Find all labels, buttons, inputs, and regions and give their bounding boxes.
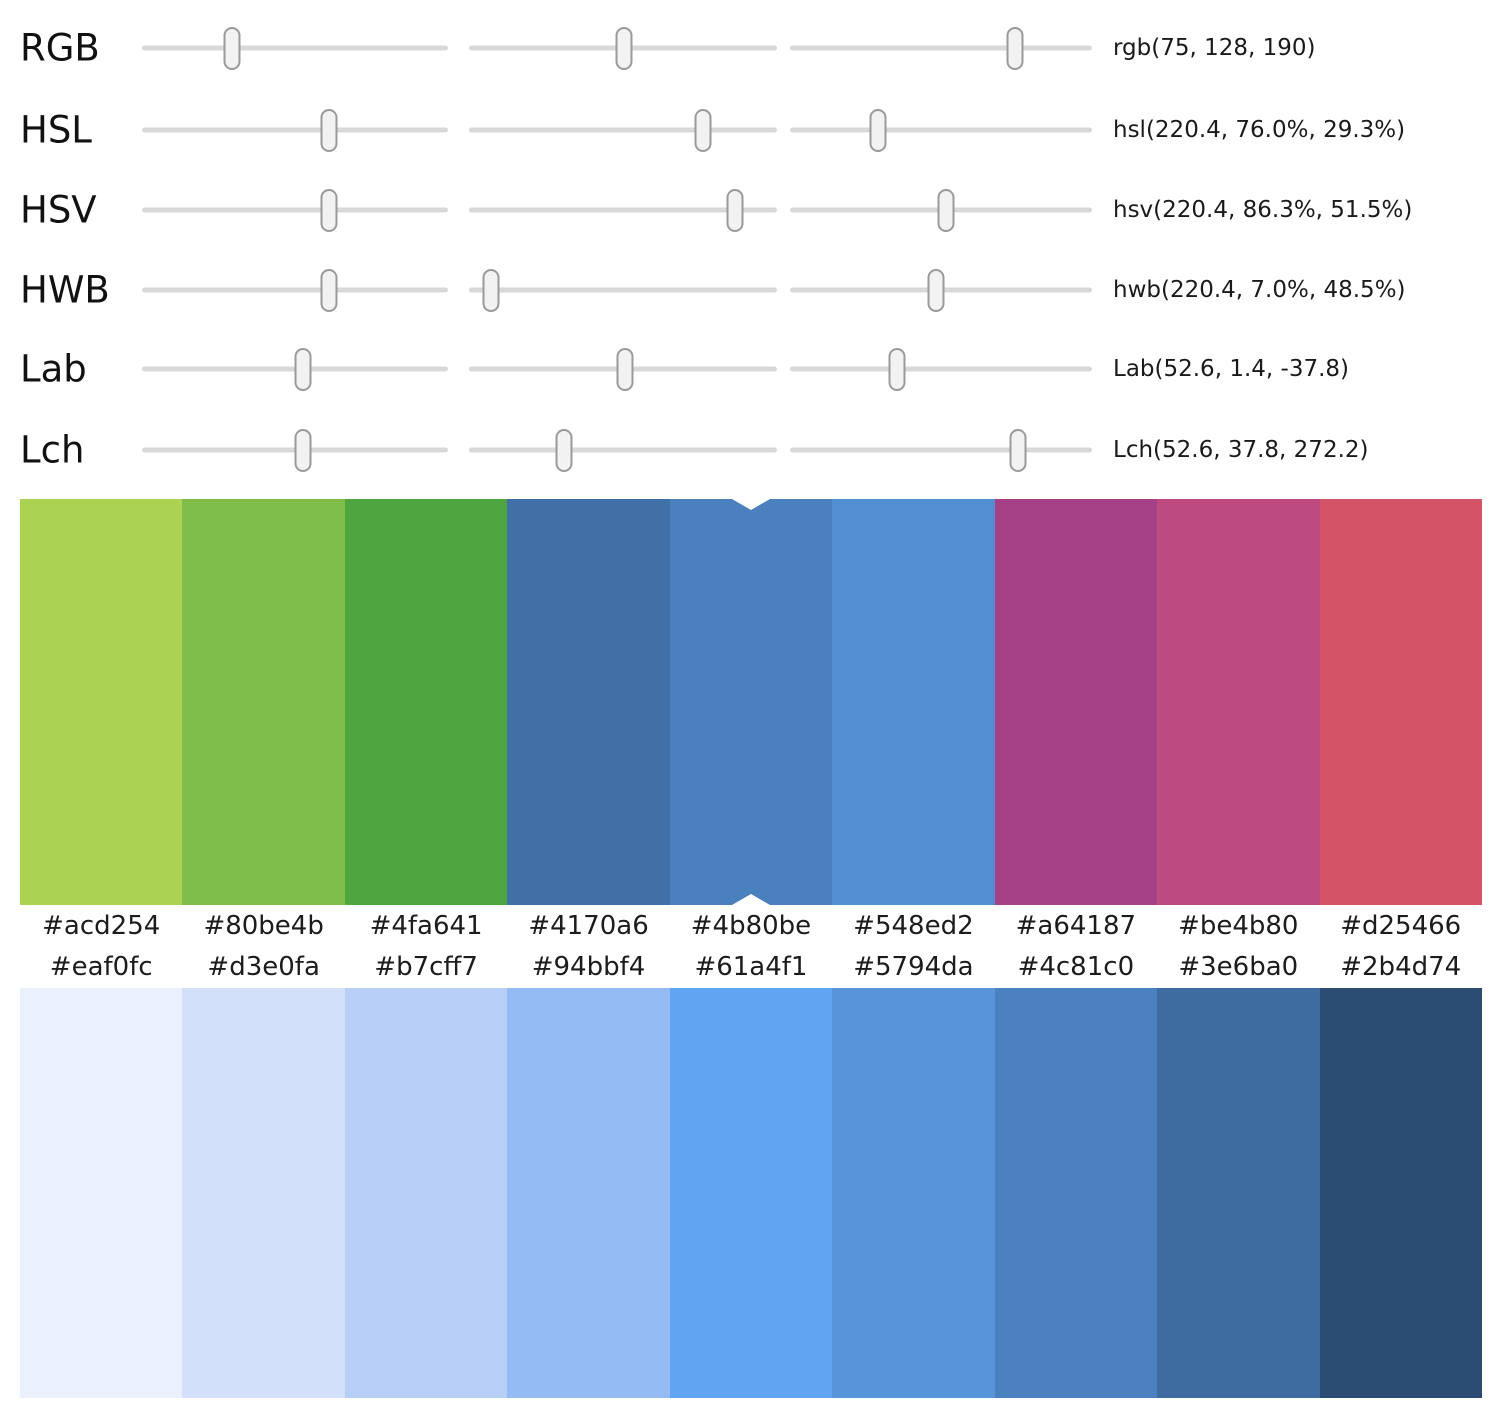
palette-swatch[interactable] — [832, 499, 995, 905]
palette-swatch[interactable] — [1319, 499, 1482, 905]
palette-swatch[interactable] — [507, 988, 670, 1398]
slider-thumb[interactable] — [1006, 26, 1024, 70]
colorspace-label: Lab — [20, 347, 87, 391]
slider-track-3[interactable] — [790, 188, 1092, 232]
slider-track-1[interactable] — [142, 347, 448, 391]
slider-thumb[interactable] — [694, 108, 712, 152]
slider-track-2[interactable] — [469, 26, 777, 70]
palette-swatch[interactable] — [20, 988, 183, 1398]
hex-code-label: #94bbf4 — [531, 952, 646, 982]
palette-swatch[interactable] — [20, 499, 183, 905]
slider-thumb[interactable] — [555, 428, 573, 472]
hex-code-label: #4b80be — [690, 911, 812, 941]
colorspace-label: HWB — [20, 268, 110, 312]
hex-code-label: #4fa641 — [369, 911, 483, 941]
slider-thumb[interactable] — [927, 268, 945, 312]
hex-code-label: #a64187 — [1015, 911, 1137, 941]
slider-track-2[interactable] — [469, 347, 777, 391]
color-value-label: Lch(52.6, 37.8, 272.2) — [1113, 437, 1369, 463]
slider-track-1[interactable] — [142, 428, 448, 472]
slider-track-3[interactable] — [790, 268, 1092, 312]
color-value-label: rgb(75, 128, 190) — [1113, 35, 1316, 61]
slider-track-2[interactable] — [469, 268, 777, 312]
slider-thumb[interactable] — [937, 188, 955, 232]
palette-swatch[interactable] — [182, 988, 345, 1398]
palette-swatch[interactable] — [669, 988, 833, 1398]
hex-code-label: #80be4b — [203, 911, 324, 941]
hex-code-label: #eaf0fc — [49, 952, 153, 982]
colorspace-label: Lch — [20, 428, 85, 472]
hex-code-label: #d3e0fa — [207, 952, 320, 982]
hex-code-label: #b7cff7 — [374, 952, 478, 982]
slider-thumb[interactable] — [1009, 428, 1027, 472]
hex-code-label: #5794da — [853, 952, 974, 982]
palette-swatch[interactable] — [832, 988, 995, 1398]
colorspace-label: RGB — [20, 26, 100, 70]
hex-code-label: #d25466 — [1340, 911, 1462, 941]
slider-track-1[interactable] — [142, 108, 448, 152]
palette-swatch[interactable] — [994, 499, 1158, 905]
slider-track-2[interactable] — [469, 188, 777, 232]
palette-swatch[interactable] — [1319, 988, 1482, 1398]
slider-thumb[interactable] — [320, 188, 338, 232]
colorspace-label: HSL — [20, 108, 92, 152]
hex-code-label: #4170a6 — [528, 911, 649, 941]
selected-color-notch-top-icon — [731, 499, 770, 510]
slider-thumb[interactable] — [223, 26, 241, 70]
palette-swatch[interactable] — [507, 499, 670, 905]
slider-row: HWB hwb(220.4, 7.0%, 48.5%) — [0, 250, 1501, 330]
slider-thumb[interactable] — [615, 26, 633, 70]
palette-swatch[interactable] — [1157, 499, 1320, 905]
palette-swatch[interactable] — [669, 499, 833, 905]
palette-swatch[interactable] — [1157, 988, 1320, 1398]
hue-palette — [20, 499, 1482, 905]
hex-code-label: #be4b80 — [1178, 911, 1299, 941]
slider-thumb[interactable] — [482, 268, 500, 312]
color-value-label: Lab(52.6, 1.4, -37.8) — [1113, 356, 1349, 382]
hex-code-label: #acd254 — [42, 911, 161, 941]
slider-track-1[interactable] — [142, 268, 448, 312]
hex-code-label: #61a4f1 — [694, 952, 808, 982]
palette-swatch[interactable] — [344, 499, 508, 905]
slider-row: HSL hsl(220.4, 76.0%, 29.3%) — [0, 90, 1501, 170]
slider-thumb[interactable] — [294, 428, 312, 472]
shade-hex-labels: #eaf0fc #d3e0fa #b7cff7 #94bbf4 #61a4f1 #5794… — [20, 947, 1482, 987]
slider-thumb[interactable] — [726, 188, 744, 232]
slider-track-3[interactable] — [790, 108, 1092, 152]
slider-track-3[interactable] — [790, 347, 1092, 391]
palette-swatch[interactable] — [182, 499, 345, 905]
slider-track-3[interactable] — [790, 26, 1092, 70]
palette-swatch[interactable] — [994, 988, 1158, 1398]
colorspace-label: HSV — [20, 188, 97, 232]
slider-row: Lab Lab(52.6, 1.4, -37.8) — [0, 329, 1501, 409]
slider-thumb[interactable] — [888, 347, 906, 391]
slider-row: HSV hsv(220.4, 86.3%, 51.5%) — [0, 170, 1501, 250]
shade-palette — [20, 988, 1482, 1398]
slider-track-2[interactable] — [469, 108, 777, 152]
color-value-label: hsv(220.4, 86.3%, 51.5%) — [1113, 197, 1413, 223]
hex-code-label: #2b4d74 — [1340, 952, 1462, 982]
color-value-label: hwb(220.4, 7.0%, 48.5%) — [1113, 277, 1406, 303]
slider-row: Lch Lch(52.6, 37.8, 272.2) — [0, 410, 1501, 490]
color-value-label: hsl(220.4, 76.0%, 29.3%) — [1113, 117, 1406, 143]
hex-code-label: #4c81c0 — [1017, 952, 1135, 982]
slider-track-1[interactable] — [142, 26, 448, 70]
slider-track-2[interactable] — [469, 428, 777, 472]
slider-thumb[interactable] — [320, 268, 338, 312]
palette-swatch[interactable] — [344, 988, 508, 1398]
hex-code-label: #3e6ba0 — [1178, 952, 1299, 982]
slider-thumb[interactable] — [869, 108, 887, 152]
slider-track-1[interactable] — [142, 188, 448, 232]
hex-code-label: #548ed2 — [853, 911, 974, 941]
selected-color-notch-bottom-icon — [731, 894, 770, 905]
hue-hex-labels: #acd254 #80be4b #4fa641 #4170a6 #4b80be #548e… — [20, 905, 1482, 947]
slider-thumb[interactable] — [616, 347, 634, 391]
slider-thumb[interactable] — [320, 108, 338, 152]
slider-thumb[interactable] — [294, 347, 312, 391]
slider-track-3[interactable] — [790, 428, 1092, 472]
slider-row: RGB rgb(75, 128, 190) — [0, 8, 1501, 88]
